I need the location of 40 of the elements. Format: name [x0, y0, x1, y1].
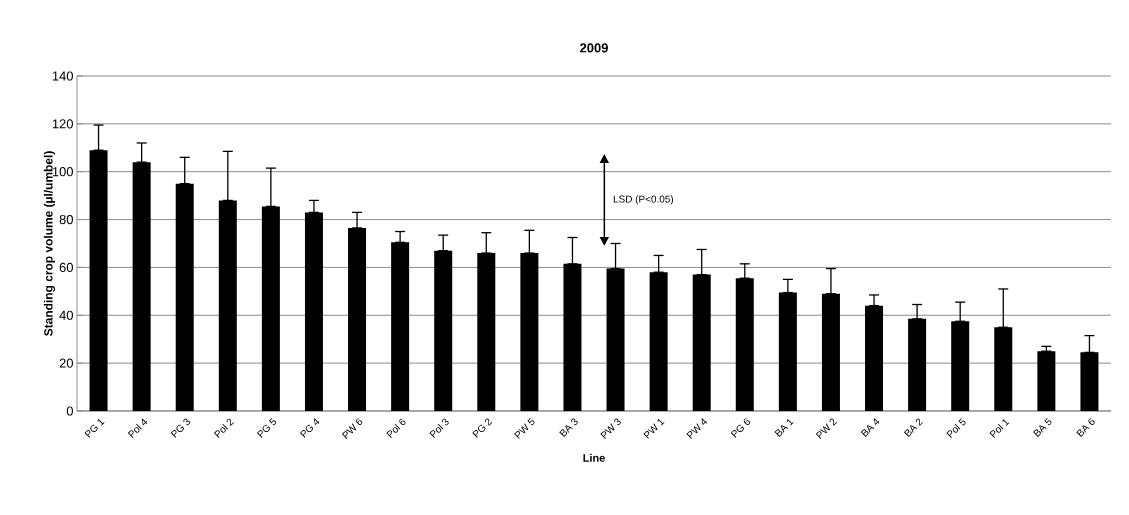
- annotation: LSD (P<0.05): [613, 195, 674, 205]
- x-tick-label: PW 1: [643, 418, 665, 439]
- x-tick-label: Pol 2: [213, 418, 234, 438]
- y-tick-label: 40: [59, 310, 73, 320]
- x-tick-label: BA 3: [559, 418, 578, 437]
- x-tick-label: BA 1: [774, 418, 794, 437]
- bar: [132, 162, 151, 411]
- bar: [520, 253, 539, 411]
- y-tick-label: 20: [59, 358, 73, 368]
- bar: [477, 253, 496, 411]
- bar: [1037, 351, 1056, 411]
- x-tick-label: BA 4: [860, 418, 880, 437]
- y-tick-label: 120: [52, 119, 73, 129]
- y-tick-label: 60: [59, 262, 73, 272]
- x-tick-label: PW 4: [686, 418, 708, 439]
- x-tick-label: PW 2: [815, 418, 837, 439]
- x-tick-label: Pol 3: [429, 418, 449, 438]
- x-tick-label: PG 2: [472, 418, 493, 438]
- x-tick-label: PG 6: [730, 418, 750, 438]
- x-tick-label: BA 2: [903, 418, 924, 437]
- x-tick-label: BA 5: [1033, 417, 1052, 437]
- x-tick-label: PW 3: [600, 418, 621, 439]
- x-tick-label: PW 5: [514, 417, 535, 439]
- x-axis-title: Line: [583, 453, 605, 462]
- x-tick-label: PG 5: [256, 418, 277, 438]
- y-tick-label: 0: [66, 406, 73, 416]
- bar: [348, 227, 367, 411]
- x-tick-label: Pol 1: [989, 419, 1010, 438]
- x-tick-label: Pol 4: [127, 418, 148, 438]
- x-tick-label: PG 3: [170, 418, 191, 438]
- x-tick-label: Pol 5: [946, 418, 966, 438]
- y-tick-label: 140: [52, 71, 73, 81]
- bar: [908, 318, 927, 411]
- x-tick-label: PG 1: [84, 418, 105, 438]
- x-tick-label: PG 4: [299, 418, 320, 438]
- chart-title: 2009: [580, 43, 608, 53]
- x-tick-label: Pol 6: [386, 418, 406, 438]
- y-tick-label: 80: [59, 214, 73, 225]
- x-tick-label: PW 6: [341, 418, 363, 439]
- x-tick-label: BA 6: [1076, 418, 1095, 437]
